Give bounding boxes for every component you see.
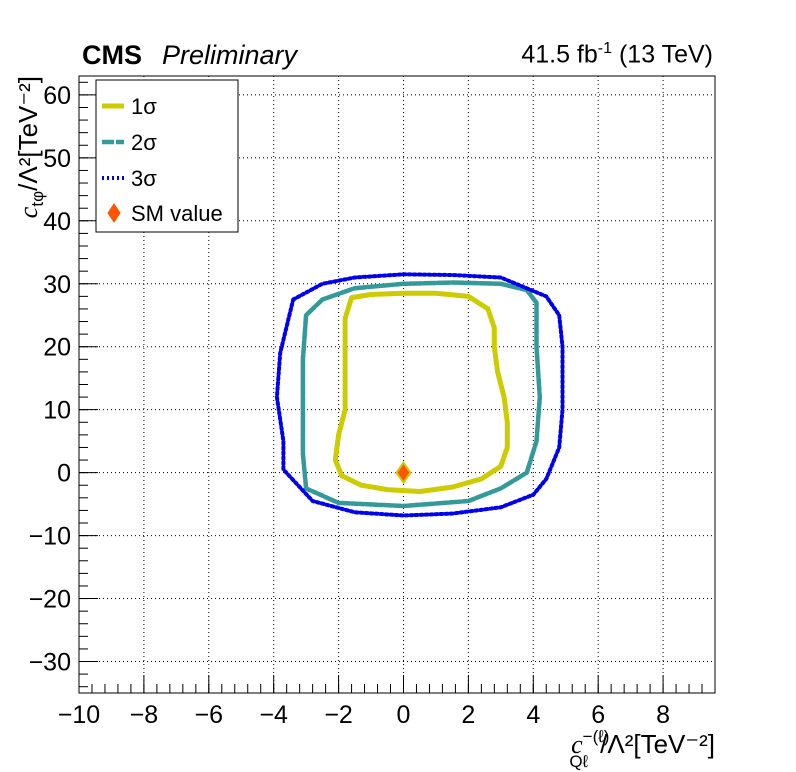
x-axis-label: c−(ℓ) Qℓ/Λ²[TeV⁻²] [569, 727, 715, 771]
x-tick-label: −6 [195, 701, 224, 729]
x-label-units: /Λ²[TeV⁻²] [600, 729, 715, 759]
luminosity-label: 41.5 fb-1 (13 TeV) [521, 40, 713, 69]
x-label-sub: Qℓ [569, 752, 588, 771]
contour-lines [274, 272, 565, 518]
axis-ticks [78, 81, 716, 693]
legend-label-3sigma: 3σ [131, 166, 157, 191]
y-tick-label: 10 [43, 397, 71, 425]
legend-marker-sm-value [107, 203, 121, 223]
x-tick-label: −8 [130, 701, 159, 729]
y-label-c: c [14, 206, 43, 218]
y-tick-label: 40 [43, 208, 71, 236]
x-tick-label: 0 [397, 701, 411, 729]
y-tick-label: 20 [43, 334, 71, 362]
x-label-sup: −(ℓ) [583, 727, 610, 746]
x-tick-label: −4 [259, 701, 288, 729]
x-tick-label: −10 [58, 701, 100, 729]
contour-3sigma [274, 272, 565, 518]
x-tick-label: 6 [591, 701, 605, 729]
x-tick-label: 4 [526, 701, 540, 729]
y-tick-label: 50 [43, 145, 71, 173]
legend-label-sm-value: SM value [131, 201, 223, 226]
y-tick-label: 0 [57, 460, 71, 488]
y-label-sub: tφ [28, 191, 47, 207]
lumi-exponent: -1 [597, 40, 613, 57]
y-tick-label: 30 [43, 271, 71, 299]
energy-label: (13 TeV) [612, 40, 713, 69]
legend-label-2sigma: 2σ [131, 130, 157, 155]
contour-1sigma [332, 290, 510, 494]
x-tick-label: 8 [656, 701, 670, 729]
x-tick-label: 2 [461, 701, 475, 729]
legend-label-1sigma: 1σ [131, 94, 157, 119]
y-tick-label: −30 [29, 649, 71, 677]
y-tick-label: 60 [43, 82, 71, 110]
x-tick-label: −2 [324, 701, 353, 729]
contour-2sigma [300, 280, 543, 509]
status-label: Preliminary [162, 40, 298, 70]
y-label-units: /Λ²[TeV⁻²] [13, 76, 43, 191]
x-label-c: c [571, 730, 583, 759]
lumi-value: 41.5 fb [521, 40, 598, 69]
legend: 1σ 2σ 3σ SM value [95, 79, 239, 233]
y-tick-label: −20 [29, 586, 71, 614]
y-axis-label: ctφ/Λ²[TeV⁻²] [13, 76, 47, 218]
sm-value-marker [395, 460, 412, 485]
plot-frame [78, 75, 716, 694]
experiment-label: CMS [82, 40, 142, 70]
y-tick-label: −10 [29, 523, 71, 551]
